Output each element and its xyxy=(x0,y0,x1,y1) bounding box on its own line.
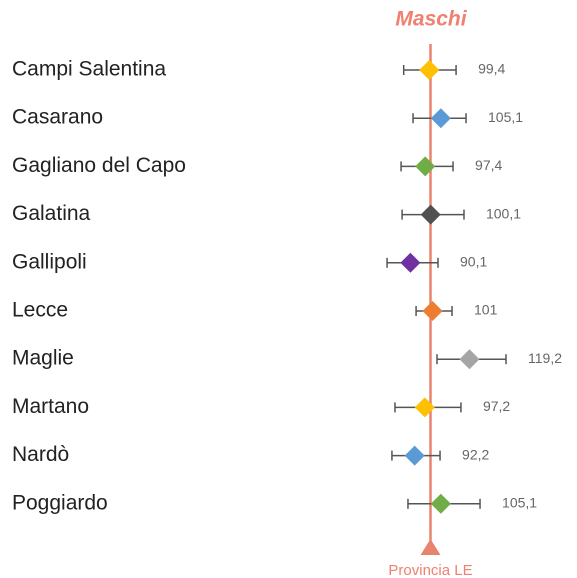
value-label: 92,2 xyxy=(462,446,489,462)
category-label: Galatina xyxy=(12,202,91,225)
value-label: 99,4 xyxy=(478,61,505,77)
point xyxy=(422,301,443,321)
point xyxy=(430,108,451,129)
value-label: 119,2 xyxy=(528,350,562,366)
value-label: 97,4 xyxy=(475,157,502,173)
category-label: Poggiardo xyxy=(12,491,108,514)
point xyxy=(414,397,435,418)
point xyxy=(400,252,421,273)
value-label: 100,1 xyxy=(486,205,521,221)
value-label: 90,1 xyxy=(460,254,487,270)
reference-marker xyxy=(420,539,441,555)
value-label: 97,2 xyxy=(483,398,510,414)
chart-title: Maschi xyxy=(395,8,467,31)
category-label: Martano xyxy=(12,395,89,418)
category-label: Lecce xyxy=(12,299,68,322)
point xyxy=(430,493,451,514)
point xyxy=(459,349,480,370)
value-label: 105,1 xyxy=(502,495,537,511)
category-label: Nardò xyxy=(12,443,69,466)
category-label: Casarano xyxy=(12,106,103,129)
point xyxy=(419,60,440,80)
point xyxy=(404,445,425,466)
category-label: Maglie xyxy=(12,347,74,370)
reference-label: Provincia LE xyxy=(388,562,472,578)
category-label: Gagliano del Capo xyxy=(12,154,186,177)
value-label: 105,1 xyxy=(488,109,523,125)
value-label: 101 xyxy=(474,302,498,318)
category-label: Gallipoli xyxy=(12,250,87,273)
point xyxy=(415,156,436,177)
point xyxy=(420,204,441,225)
category-label: Campi Salentina xyxy=(12,58,166,81)
